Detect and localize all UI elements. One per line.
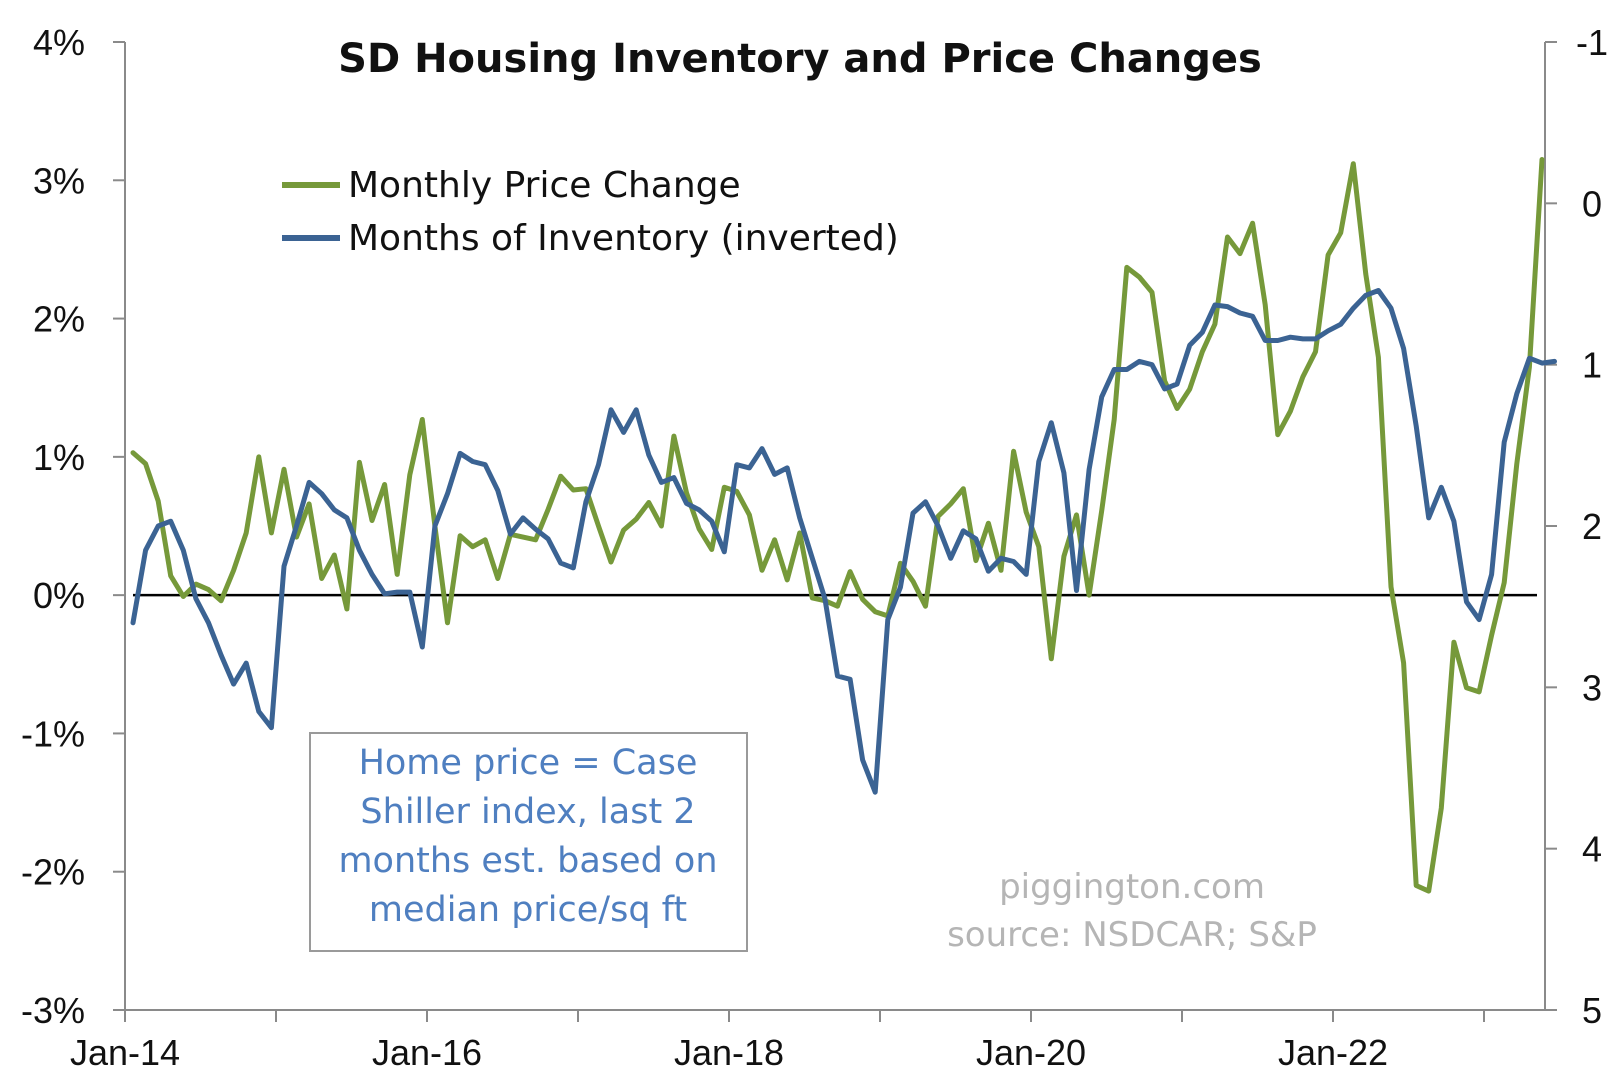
right-axis-tick-label: 0 [1582,183,1602,224]
annotation-line: median price/sq ft [369,890,687,930]
x-axis-tick-label: Jan-16 [372,1032,482,1073]
left-axis-tick-label: -3% [21,990,85,1031]
legend-label-monthly-price-change: Monthly Price Change [348,165,741,206]
right-axis-tick-label: 3 [1582,667,1602,708]
annotation-box: Home price = Case Shiller index, last 2 … [309,732,748,952]
right-axis-tick-label: 1 [1582,345,1602,386]
watermark-source: source: NSDCAR; S&P [947,915,1317,955]
chart-title: SD Housing Inventory and Price Changes [338,36,1262,82]
left-axis-tick-label: 1% [33,437,85,478]
x-axis-tick-label: Jan-18 [674,1032,784,1073]
annotation-line: Shiller index, last 2 [360,792,695,832]
series-line-monthly-price-change [130,157,1545,894]
series-layer [130,157,1557,894]
legend-label-months-of-inventory: Months of Inventory (inverted) [348,218,899,259]
annotation-line: Home price = Case [359,743,698,783]
watermark-site: piggington.com [999,867,1265,907]
left-axis-tick-label: 0% [33,575,85,616]
left-axis-tick-label: -2% [21,852,85,893]
left-axis-tick-label: 4% [33,22,85,63]
axes: 4% 3% 2% 1% 0% -1% -2% -3% -1 0 1 2 3 4 5 Jan-14 Jan-16 J… [21,22,1608,1073]
legend: Monthly Price Change Months of Inventory… [282,165,899,259]
left-axis-tick-label: 3% [33,160,85,201]
annotation-line: months est. based on [338,841,717,881]
right-axis-tick-label: -1 [1576,22,1608,63]
watermark: piggington.com source: NSDCAR; S&P [947,867,1317,955]
left-axis-tick-label: 2% [33,299,85,340]
right-axis-tick-label: 5 [1582,990,1602,1031]
left-axis-tick-label: -1% [21,713,85,754]
series-line-months-of-inventory [130,288,1557,795]
x-axis-tick-label: Jan-20 [976,1032,1086,1073]
right-axis-tick-label: 2 [1582,506,1602,547]
x-axis-tick-label: Jan-22 [1278,1032,1388,1073]
right-axis-tick-label: 4 [1582,829,1602,870]
x-axis-tick-label: Jan-14 [70,1032,180,1073]
